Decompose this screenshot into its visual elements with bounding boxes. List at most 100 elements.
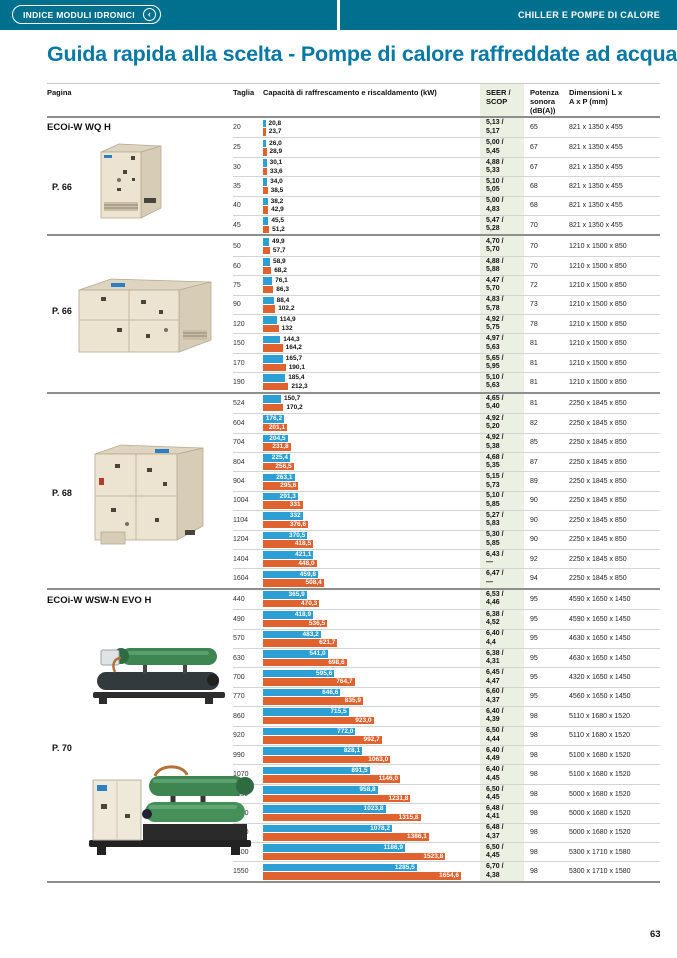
capacity-bar-pair: 958,8 1231,8: [263, 786, 480, 803]
sound-power-cell: 95: [530, 693, 538, 701]
capacity-bar-pair: 150,7 170,2: [263, 395, 480, 412]
heating-value: 331: [289, 501, 301, 509]
size-label: 170: [233, 359, 245, 367]
cooling-bar: [263, 217, 269, 225]
scop-value: 5,17: [486, 127, 500, 135]
heating-bar: [263, 344, 283, 352]
dimensions-cell: 5000 x 1680 x 1520: [569, 790, 631, 798]
heating-bar: 470,3: [263, 599, 320, 608]
heating-bar: 256,5: [263, 462, 294, 471]
heating-value: 1063,0: [368, 755, 389, 763]
heating-value: 1386,1: [407, 833, 427, 841]
scop-value: 4,45: [486, 794, 500, 802]
dimensions-cell: 2250 x 1845 x 850: [569, 516, 627, 524]
heating-bar-line: 835,9: [263, 697, 480, 705]
scop-value: 5,70: [486, 246, 500, 254]
heating-bar: 231,8: [263, 443, 291, 451]
heating-bar-line: 23,7: [263, 128, 480, 136]
table-row: 490 418,9 536,5 6,38 /4,52 95 4590 x 1650 x 1…: [233, 609, 660, 629]
capacity-bars: 370,5 418,5: [263, 531, 480, 548]
cooling-bar: 828,1: [263, 747, 363, 755]
index-back-button[interactable]: INDICE MODULI IDRONICI ‹: [12, 5, 161, 24]
sound-power-cell: 72: [530, 281, 538, 289]
cooling-bar: 483,2: [263, 630, 321, 639]
scop-value: 4,4: [486, 638, 496, 646]
dimensions-cell: 5100 x 1680 x 1520: [569, 771, 631, 779]
seer-scop-cell: 6,70 /4,38: [480, 862, 524, 881]
group-left-cell: P. 68: [47, 394, 233, 588]
heating-bar: 992,7: [263, 736, 382, 744]
heating-value: 38,5: [270, 186, 284, 194]
scop-value: 4,52: [486, 619, 500, 627]
heating-value: 42,9: [271, 206, 284, 214]
sound-power-cell: 73: [530, 301, 538, 309]
selection-table: Pagina Taglia Capacità di raffrescamento…: [47, 83, 660, 883]
top-bar: INDICE MODULI IDRONICI ‹ CHILLER E POMPE…: [0, 0, 677, 30]
scop-value: 5,33: [486, 167, 500, 175]
cooling-bar-line: 421,1: [263, 551, 480, 559]
table-row: 1104 332 376,6 5,27 /5,83 90 2250 x 1845 x 85…: [233, 510, 660, 530]
table-row: 90 88,4 102,2 4,83 /5,78 73 1210 x 1500 x 850: [233, 294, 660, 315]
table-row: 1204 370,5 418,5 5,30 /5,85 90 2250 x 1845 x …: [233, 529, 660, 549]
cooling-bar: 459,8: [263, 570, 318, 579]
capacity-bars: 1285,5 1654,6: [263, 863, 480, 880]
col-header-pagina: Pagina: [47, 88, 72, 97]
dimensions-cell: 2250 x 1845 x 850: [569, 478, 627, 486]
cooling-bar-line: 958,8: [263, 786, 480, 794]
table-row: 1550 1285,5 1654,6 6,70 /4,38 98 5300 x 1710 …: [233, 861, 660, 881]
size-label: 35: [233, 182, 241, 190]
cooling-bar: 646,6: [263, 688, 341, 697]
heating-bar-line: 212,3: [263, 382, 480, 391]
heating-value: 86,3: [276, 285, 289, 293]
group-rows: 524 150,7 170,2 4,65 /5,40 81 2250 x 1845 x 8…: [233, 393, 660, 588]
sound-power-cell: 68: [530, 202, 538, 210]
size-label: 604: [233, 419, 245, 427]
cooling-bar: [263, 197, 268, 206]
seer-value: 6,45 /: [486, 669, 504, 677]
sound-power-cell: 98: [530, 848, 538, 856]
group-rows: 20 20,8 23,7 5,13 /5,17 65 821 x 1350 x 455 25…: [233, 118, 660, 235]
scop-value: 5,78: [486, 304, 500, 312]
dimensions-cell: 1210 x 1500 x 850: [569, 378, 627, 386]
heating-bar: 1146,0: [263, 775, 401, 783]
cooling-value: 459,8: [299, 570, 316, 578]
heating-bar-line: 190,1: [263, 363, 480, 372]
cooling-value: 370,5: [289, 531, 306, 539]
dimensions-cell: 1210 x 1500 x 850: [569, 359, 627, 367]
dimensions-cell: 4590 x 1650 x 1450: [569, 595, 631, 603]
cooling-value: 1078,2: [370, 824, 390, 832]
seer-scop-cell: 4,65 /5,40: [480, 393, 524, 414]
heating-bar: 448,0: [263, 559, 317, 568]
table-row: 570 483,2 621,7 6,40 /4,4 95 4630 x 1650 x 14…: [233, 628, 660, 648]
heating-bar: [263, 305, 276, 313]
capacity-bars: 332 376,6: [263, 512, 480, 529]
seer-scop-cell: 6,45 /4,47: [480, 668, 524, 687]
dimensions-cell: 5300 x 1710 x 1580: [569, 868, 631, 876]
cooling-bar-line: 1023,8: [263, 805, 480, 813]
capacity-bars: 38,2 42,9: [263, 197, 480, 214]
scop-value: 4,31: [486, 658, 500, 666]
capacity-bars: 176,2 201,1: [263, 415, 480, 432]
cooling-bar: 365,9: [263, 591, 307, 599]
capacity-bar-pair: 49,9 57,7: [263, 238, 480, 255]
cooling-value: 595,6: [316, 669, 333, 677]
heating-bar-line: 164,2: [263, 344, 480, 352]
capacity-bars: 483,2 621,7: [263, 630, 480, 647]
seer-value: 5,47 /: [486, 216, 504, 224]
cooling-bar: 332: [263, 512, 303, 520]
capacity-bars: 144,3 164,2: [263, 335, 480, 352]
seer-scop-cell: 5,47 /5,28: [480, 216, 524, 235]
sound-power-cell: 95: [530, 635, 538, 643]
seer-scop-cell: 6,50 /4,45: [480, 843, 524, 862]
sound-power-cell: 70: [530, 242, 538, 250]
heating-value: 68,2: [274, 266, 287, 274]
cooling-value: 1023,8: [363, 805, 384, 813]
cooling-value: 150,7: [284, 395, 301, 403]
chevron-left-icon[interactable]: ‹: [142, 8, 156, 21]
cooling-bar: [263, 395, 281, 403]
sound-power-cell: 95: [530, 595, 538, 603]
col-header-dimensioni: Dimensioni L x A x P (mm): [569, 88, 623, 106]
size-label: 630: [233, 654, 245, 662]
product-photo: [85, 628, 235, 711]
heating-bar-line: 376,6: [263, 520, 480, 529]
